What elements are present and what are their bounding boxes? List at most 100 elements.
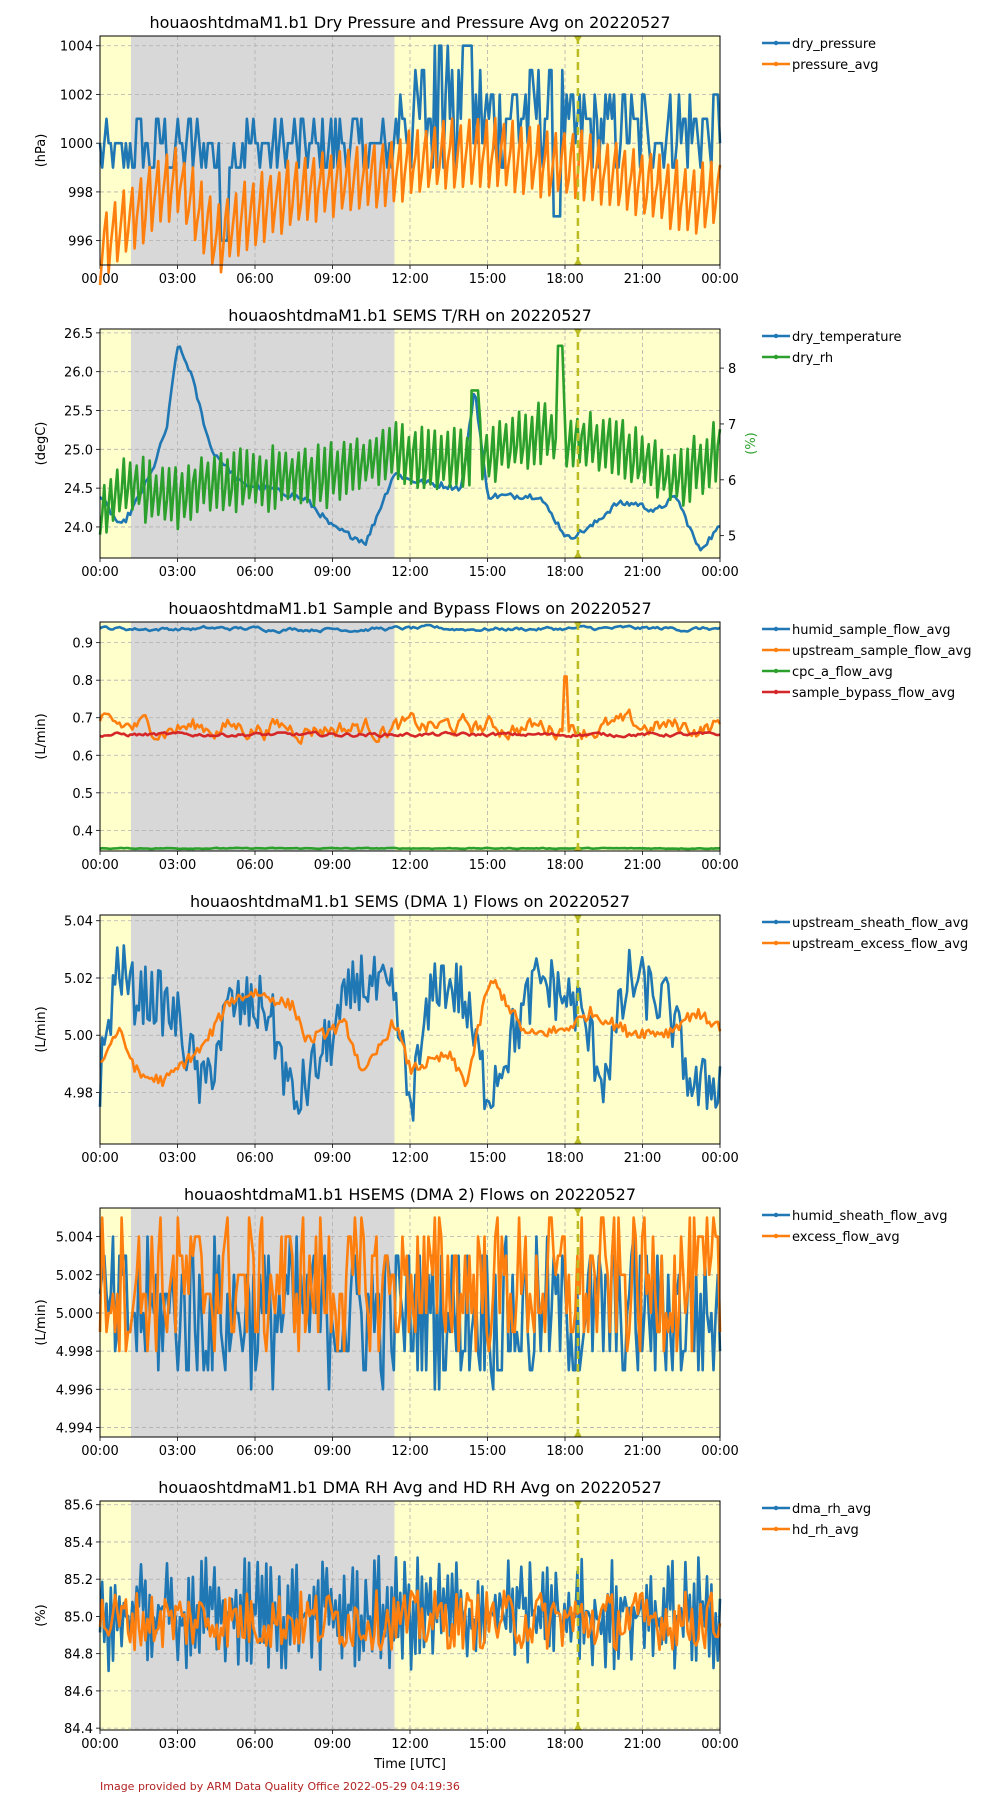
y-axis-label: (degC) — [34, 422, 49, 466]
marker-triangle-bottom — [573, 551, 582, 558]
chart-title: houaoshtdmaM1.b1 HSEMS (DMA 2) Flows on … — [184, 1185, 636, 1204]
series-line-dry_rh — [98, 344, 722, 535]
legend-marker-sample_bypass_flow_avg — [773, 689, 779, 695]
legend-label-sample_bypass_flow_avg: sample_bypass_flow_avg — [792, 686, 955, 701]
marker-triangle-bottom — [573, 844, 582, 851]
legend-marker-dma_rh_avg — [773, 1505, 779, 1511]
x-tick-label: 06:00 — [236, 858, 273, 873]
chart-title: houaoshtdmaM1.b1 Dry Pressure and Pressu… — [149, 13, 670, 32]
marker-triangle-bottom — [573, 1430, 582, 1437]
legend-label-dry_pressure: dry_pressure — [792, 37, 876, 52]
y-tick-label: 5.04 — [64, 915, 93, 930]
y-axis-label: (%) — [34, 1604, 49, 1627]
series-line-upstream_sample_flow_avg — [98, 675, 722, 745]
x-tick-label: 15:00 — [469, 272, 506, 287]
series-line-excess_flow_avg — [98, 1216, 722, 1353]
legend-label-upstream_sheath_flow_avg: upstream_sheath_flow_avg — [792, 916, 969, 931]
y-tick-label: 5.02 — [64, 972, 93, 987]
x-tick-label: 06:00 — [236, 1151, 273, 1166]
y-tick-label: 0.7 — [72, 712, 93, 727]
y-axis-label: (L/min) — [34, 1006, 49, 1052]
marker-triangle-top — [573, 36, 582, 43]
y-tick-label: 84.8 — [64, 1648, 93, 1663]
x-tick-label: 18:00 — [546, 858, 583, 873]
x-tick-label: 00:00 — [701, 1737, 738, 1752]
y-tick-label: 1000 — [60, 137, 93, 152]
legend-marker-pressure_avg — [773, 61, 779, 67]
marker-triangle-bottom — [573, 258, 582, 265]
x-tick-label: 00:00 — [701, 272, 738, 287]
y-tick-label: 4.98 — [64, 1086, 93, 1101]
x-tick-label: 15:00 — [469, 1444, 506, 1459]
x-tick-label: 00:00 — [701, 1151, 738, 1166]
y2-tick-label: 8 — [728, 362, 736, 377]
x-tick-label: 15:00 — [469, 858, 506, 873]
legend-label-dry_temperature: dry_temperature — [792, 330, 902, 345]
x-tick-label: 06:00 — [236, 272, 273, 287]
x-tick-label: 03:00 — [159, 1151, 196, 1166]
series-line-upstream_excess_flow_avg — [99, 978, 722, 1088]
legend-marker-dry_pressure — [773, 40, 779, 46]
axes-frame — [99, 1207, 721, 1438]
legend-label-upstream_excess_flow_avg: upstream_excess_flow_avg — [792, 937, 968, 952]
legend-marker-humid_sample_flow_avg — [773, 626, 779, 632]
axes-frame — [99, 914, 721, 1145]
y-tick-label: 5.002 — [56, 1269, 93, 1284]
legend-label-hd_rh_avg: hd_rh_avg — [792, 1523, 859, 1538]
series-line-sample_bypass_flow_avg — [99, 730, 721, 739]
axes-frame — [99, 328, 721, 559]
x-tick-label: 00:00 — [81, 565, 118, 580]
legend-marker-dry_rh — [773, 354, 779, 360]
legend-marker-upstream_sample_flow_avg — [773, 647, 779, 653]
y-tick-label: 0.4 — [72, 824, 93, 839]
x-tick-label: 12:00 — [391, 565, 428, 580]
x-tick-label: 12:00 — [391, 1737, 428, 1752]
legend-label-dry_rh: dry_rh — [792, 351, 833, 366]
x-tick-label: 03:00 — [159, 858, 196, 873]
y-tick-label: 5.004 — [56, 1231, 93, 1246]
y-axis-label: (L/min) — [34, 713, 49, 759]
series-line-dma_rh_avg — [98, 1554, 722, 1673]
y-tick-label: 0.9 — [72, 637, 93, 652]
legend-marker-humid_sheath_flow_avg — [773, 1212, 779, 1218]
x-tick-label: 12:00 — [391, 858, 428, 873]
x-tick-label: 12:00 — [391, 1151, 428, 1166]
x-tick-label: 18:00 — [546, 272, 583, 287]
x-tick-label: 21:00 — [624, 858, 661, 873]
x-tick-label: 00:00 — [81, 1737, 118, 1752]
chart-title: houaoshtdmaM1.b1 DMA RH Avg and HD RH Av… — [158, 1478, 662, 1497]
legend-label-excess_flow_avg: excess_flow_avg — [792, 1230, 900, 1245]
y-tick-label: 85.2 — [64, 1573, 93, 1588]
chart-title: houaoshtdmaM1.b1 SEMS (DMA 1) Flows on 2… — [190, 892, 630, 911]
x-tick-label: 15:00 — [469, 1737, 506, 1752]
marker-triangle-top — [573, 1501, 582, 1508]
marker-triangle-bottom — [573, 1137, 582, 1144]
night-shading — [131, 329, 395, 558]
y2-axis-label: (%) — [744, 432, 759, 455]
x-axis-label: Time [UTC] — [373, 1757, 446, 1772]
y-tick-label: 26.5 — [64, 327, 93, 342]
x-tick-label: 18:00 — [546, 1737, 583, 1752]
y-tick-label: 25.0 — [64, 443, 93, 458]
x-tick-label: 00:00 — [81, 1151, 118, 1166]
marker-triangle-bottom — [573, 1723, 582, 1730]
y-tick-label: 85.0 — [64, 1610, 93, 1625]
y-tick-label: 24.0 — [64, 521, 93, 536]
marker-triangle-top — [573, 1208, 582, 1215]
legend-label-humid_sample_flow_avg: humid_sample_flow_avg — [792, 623, 950, 638]
y-tick-label: 1004 — [60, 40, 93, 55]
x-tick-label: 09:00 — [314, 1151, 351, 1166]
y-tick-label: 996 — [68, 235, 93, 250]
x-tick-label: 09:00 — [314, 1737, 351, 1752]
y2-tick-label: 7 — [728, 418, 736, 433]
marker-triangle-top — [573, 915, 582, 922]
x-tick-label: 06:00 — [236, 565, 273, 580]
legend-marker-cpc_a_flow_avg — [773, 668, 779, 674]
y-tick-label: 84.6 — [64, 1685, 93, 1700]
y-tick-label: 998 — [68, 186, 93, 201]
y-tick-label: 25.5 — [64, 405, 93, 420]
x-tick-label: 03:00 — [159, 272, 196, 287]
legend-marker-upstream_excess_flow_avg — [773, 940, 779, 946]
y-tick-label: 0.5 — [72, 787, 93, 802]
